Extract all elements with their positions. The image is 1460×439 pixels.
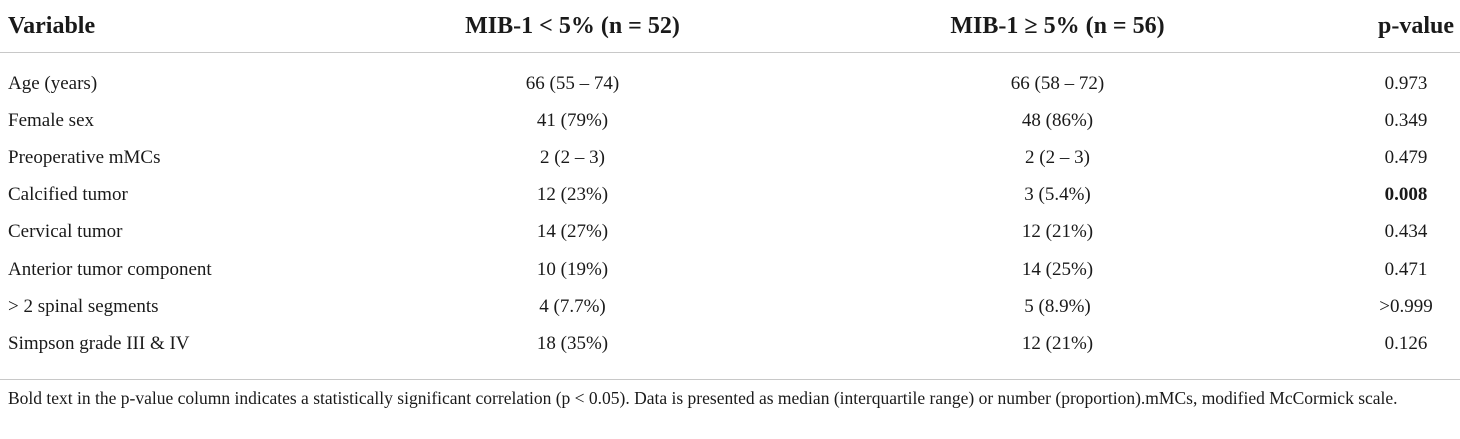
cell-mib1-low: 12 (23%) [536, 184, 609, 206]
cell-mib1-high: 3 (5.4%) [1024, 184, 1091, 206]
cell-mib1-low: 14 (27%) [536, 221, 609, 243]
header-variable: Variable [0, 0, 330, 53]
table-row: Age (years) 66 (55 – 74) 66 (58 – 72) 0.… [0, 65, 1460, 102]
cell-variable: Preoperative mMCs [8, 146, 161, 168]
cell-p-value: 0.479 [1384, 146, 1428, 168]
table-row: Female sex 41 (79%) 48 (86%) 0.349 [0, 102, 1460, 139]
cell-p-value: 0.434 [1384, 221, 1428, 243]
cell-variable: Simpson grade III & IV [8, 332, 190, 354]
cell-variable: Cervical tumor [8, 221, 123, 243]
cell-mib1-high: 2 (2 – 3) [1025, 146, 1090, 168]
cell-p-value: >0.999 [1379, 295, 1433, 317]
table-header-row: Variable MIB-1 < 5% (n = 52) MIB-1 ≥ 5% … [0, 0, 1460, 53]
cell-variable: Age (years) [8, 72, 98, 94]
cell-mib1-low: 18 (35%) [536, 332, 609, 354]
header-mib1-high: MIB-1 ≥ 5% (n = 56) [815, 0, 1300, 53]
table-spacer [0, 53, 1460, 66]
cell-mib1-low: 41 (79%) [536, 109, 609, 131]
cell-variable: Female sex [8, 109, 95, 131]
header-mib1-low: MIB-1 < 5% (n = 52) [330, 0, 815, 53]
mib1-comparison-table: Variable MIB-1 < 5% (n = 52) MIB-1 ≥ 5% … [0, 0, 1460, 380]
table-row: Calcified tumor 12 (23%) 3 (5.4%) 0.008 [0, 177, 1460, 214]
cell-mib1-high: 66 (58 – 72) [1010, 72, 1105, 94]
cell-p-value: 0.126 [1384, 332, 1428, 354]
cell-mib1-high: 5 (8.9%) [1024, 295, 1091, 317]
cell-mib1-low: 2 (2 – 3) [540, 146, 605, 168]
data-table-container: Variable MIB-1 < 5% (n = 52) MIB-1 ≥ 5% … [0, 0, 1460, 380]
cell-mib1-low: 4 (7.7%) [539, 295, 606, 317]
cell-mib1-high: 12 (21%) [1021, 332, 1094, 354]
table-row: > 2 spinal segments 4 (7.7%) 5 (8.9%) >0… [0, 288, 1460, 325]
cell-p-value: 0.973 [1384, 72, 1428, 94]
cell-p-value: 0.349 [1384, 109, 1428, 131]
cell-variable: Calcified tumor [8, 184, 128, 206]
table-row: Cervical tumor 14 (27%) 12 (21%) 0.434 [0, 214, 1460, 251]
table-row: Preoperative mMCs 2 (2 – 3) 2 (2 – 3) 0.… [0, 139, 1460, 176]
cell-p-value: 0.471 [1384, 258, 1428, 280]
cell-p-value-significant: 0.008 [1384, 184, 1428, 206]
table-footnote: Bold text in the p-value column indicate… [8, 388, 1398, 408]
cell-mib1-high: 12 (21%) [1021, 221, 1094, 243]
cell-mib1-low: 10 (19%) [536, 258, 609, 280]
cell-mib1-high: 48 (86%) [1021, 109, 1094, 131]
cell-mib1-low: 66 (55 – 74) [525, 72, 620, 94]
table-bottom-rule [0, 366, 1460, 380]
cell-mib1-high: 14 (25%) [1021, 258, 1094, 280]
table-row: Simpson grade III & IV 18 (35%) 12 (21%)… [0, 325, 1460, 366]
cell-variable: > 2 spinal segments [8, 295, 159, 317]
table-row: Anterior tumor component 10 (19%) 14 (25… [0, 251, 1460, 288]
cell-variable: Anterior tumor component [8, 258, 212, 280]
header-p-value: p-value [1300, 0, 1460, 53]
